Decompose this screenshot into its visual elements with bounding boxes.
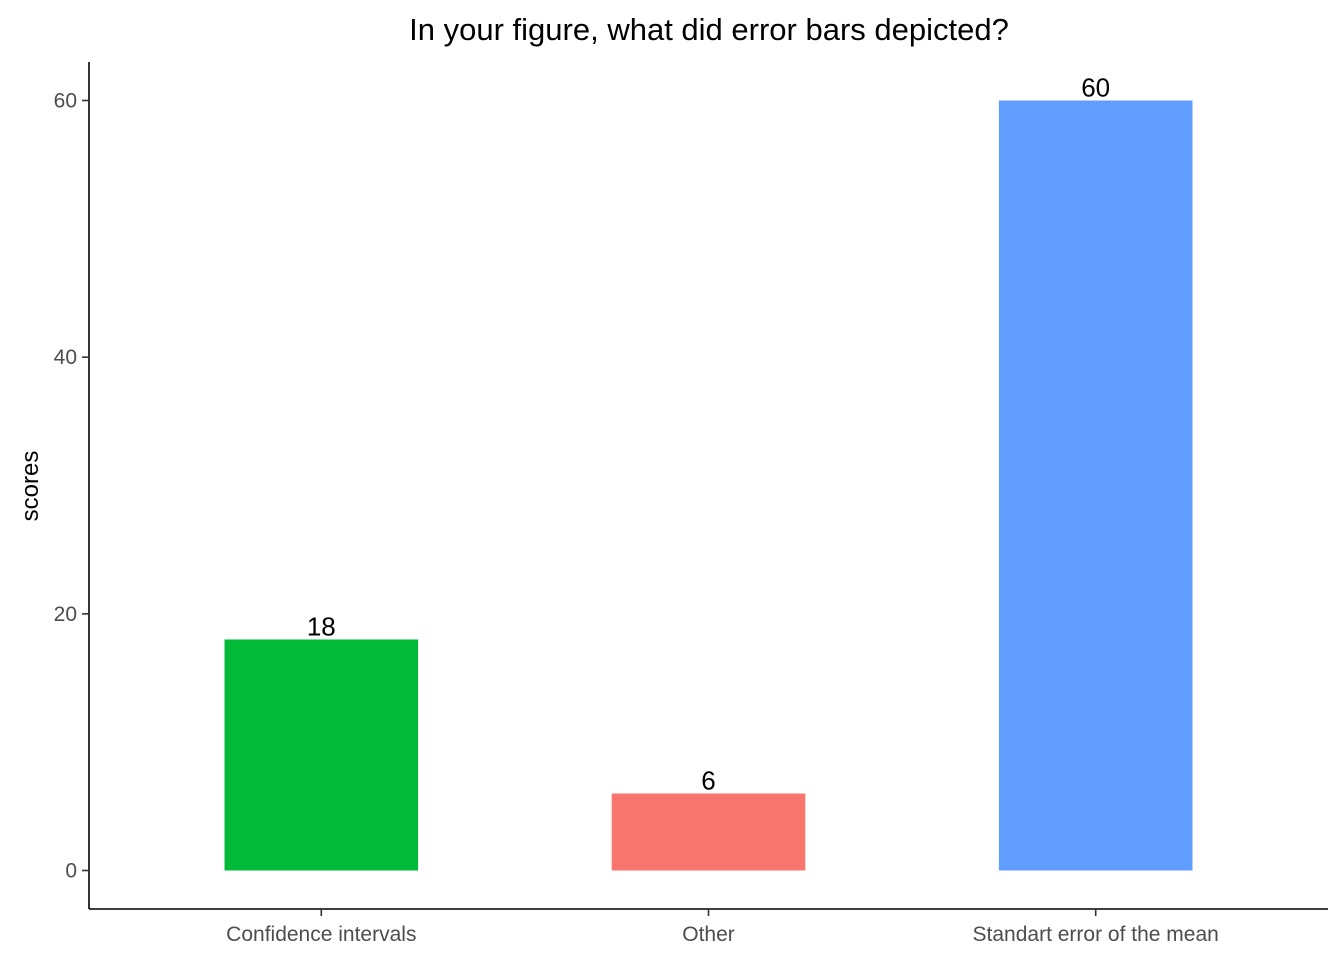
y-axis-ticks: 0 20 40 60 bbox=[54, 90, 89, 883]
y-tick-label: 40 bbox=[54, 346, 77, 369]
bar-value-label: 6 bbox=[701, 766, 715, 796]
y-tick-label: 60 bbox=[54, 90, 77, 113]
y-axis-label: scores bbox=[17, 451, 44, 522]
bar bbox=[998, 100, 1193, 871]
y-tick-label: 0 bbox=[65, 860, 77, 883]
x-axis-ticks: Confidence intervals Other Standart error … bbox=[226, 909, 1219, 946]
bar-value-label: 18 bbox=[307, 612, 336, 642]
chart-title: In your figure, what did error bars depi… bbox=[409, 12, 1009, 47]
x-tick-label: Standart error of the mean bbox=[973, 923, 1219, 946]
bar bbox=[611, 793, 806, 871]
x-tick-label: Other bbox=[682, 923, 735, 946]
bar bbox=[224, 639, 419, 871]
x-tick-label: Confidence intervals bbox=[226, 923, 416, 946]
bar-value-label: 60 bbox=[1081, 73, 1110, 103]
data-labels-group: 18 6 60 bbox=[307, 73, 1110, 796]
y-tick-label: 20 bbox=[54, 603, 77, 626]
bars-group bbox=[224, 100, 1193, 871]
